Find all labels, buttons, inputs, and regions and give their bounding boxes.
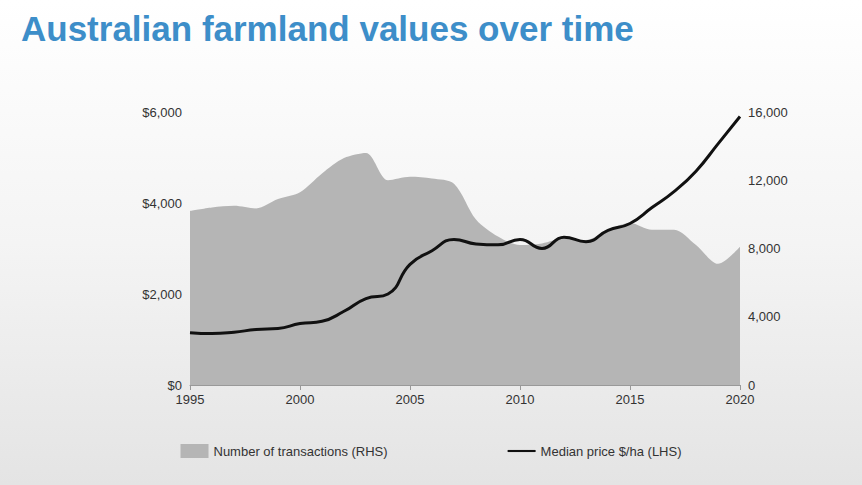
svg-text:2020: 2020 [726,392,755,407]
svg-text:Median price $/ha (LHS): Median price $/ha (LHS) [541,444,682,459]
svg-text:2000: 2000 [286,392,315,407]
svg-text:12,000: 12,000 [748,173,788,188]
svg-text:$2,000: $2,000 [142,287,182,302]
svg-text:$6,000: $6,000 [142,105,182,120]
svg-text:2015: 2015 [616,392,645,407]
svg-text:2010: 2010 [506,392,535,407]
svg-text:Australian farmland values ove: Australian farmland values over time [21,9,634,48]
svg-text:8,000: 8,000 [748,241,781,256]
svg-text:$4,000: $4,000 [142,196,182,211]
svg-text:Number of transactions (RHS): Number of transactions (RHS) [213,444,387,459]
svg-text:2005: 2005 [396,392,425,407]
svg-text:$0: $0 [168,378,182,393]
svg-text:0: 0 [748,378,755,393]
svg-text:4,000: 4,000 [748,309,781,324]
svg-text:16,000: 16,000 [748,105,788,120]
svg-text:1995: 1995 [176,392,205,407]
